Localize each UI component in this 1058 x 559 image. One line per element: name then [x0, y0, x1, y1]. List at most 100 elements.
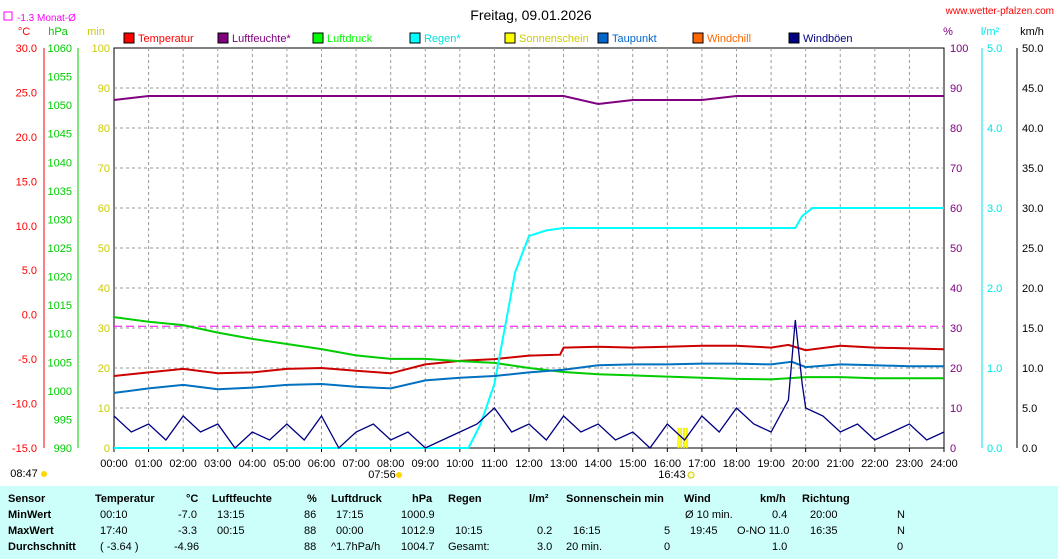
axis-unit-label: hPa: [48, 26, 68, 38]
y-tick-label: 30: [950, 323, 962, 335]
y-tick-label: 1050: [48, 100, 72, 112]
x-tick-label: 23:00: [896, 458, 924, 470]
cell: 00:15: [217, 525, 245, 537]
hdr-wind-unit: km/h: [760, 493, 786, 505]
hdr-humidity: Luftfeuchte: [212, 493, 272, 505]
y-tick-label: 45.0: [1022, 83, 1043, 95]
legend-label: Temperatur: [138, 33, 194, 45]
y-tick-label: 80: [950, 123, 962, 135]
hdr-temperature: Temperatur: [95, 493, 155, 505]
y-tick-label: 40: [98, 283, 110, 295]
y-tick-label: 30.0: [1022, 203, 1043, 215]
row-label: MaxWert: [8, 525, 54, 537]
legend-label: Windchill: [707, 33, 751, 45]
chart-title: Freitag, 09.01.2026: [470, 7, 592, 23]
hdr-pressure: Luftdruck: [331, 493, 382, 505]
y-tick-label: 1030: [48, 214, 72, 226]
x-tick-label: 03:00: [204, 458, 232, 470]
sunset-icon: [687, 471, 695, 479]
sunrise-icon: [396, 472, 402, 478]
x-tick-label: 10:00: [446, 458, 474, 470]
hdr-rain-unit: l/m²: [529, 493, 549, 505]
cell: -7.0: [178, 509, 197, 521]
x-tick-label: 19:00: [757, 458, 785, 470]
legend-label: Regen*: [424, 33, 461, 45]
cell: 5: [664, 525, 671, 537]
sunshine-bar: [683, 427, 685, 449]
x-tick-label: 21:00: [826, 458, 854, 470]
y-tick-label: 995: [54, 414, 72, 426]
y-tick-label: 35.0: [1022, 163, 1043, 175]
y-tick-label: -10.0: [12, 399, 37, 411]
x-tick-label: 18:00: [723, 458, 751, 470]
cell: ^1.7hPa/h: [331, 541, 381, 553]
cell: -4.96: [174, 541, 200, 553]
y-tick-label: 15.0: [1022, 323, 1043, 335]
y-tick-label: 25.0: [1022, 243, 1043, 255]
y-tick-label: 990: [54, 443, 72, 455]
y-tick-label: 1.0: [987, 363, 1002, 375]
legend-label: Sonnenschein: [519, 33, 589, 45]
x-tick-label: 22:00: [861, 458, 889, 470]
x-tick-label: 04:00: [239, 458, 267, 470]
y-tick-label: 25.0: [16, 87, 37, 99]
x-tick-label: 01:00: [135, 458, 163, 470]
legend-swatch: [123, 32, 135, 44]
y-tick-label: 60: [950, 203, 962, 215]
cell: 17:15: [336, 509, 364, 521]
legend-swatch: [217, 32, 229, 44]
cell: 0: [664, 541, 671, 553]
y-tick-label: 1010: [48, 329, 72, 341]
y-tick-label: 30.0: [16, 43, 37, 55]
y-tick-label: 20: [98, 363, 110, 375]
legend-swatch: [504, 32, 516, 44]
cell: 1004.7: [401, 541, 435, 553]
y-tick-label: 5.0: [987, 43, 1002, 55]
y-tick-label: 10: [98, 403, 110, 415]
x-tick-label: 13:00: [550, 458, 578, 470]
y-tick-label: -5.0: [18, 354, 37, 366]
hdr-direction: Richtung: [802, 493, 850, 505]
y-tick-label: 5.0: [22, 265, 37, 277]
y-tick-label: 1020: [48, 272, 72, 284]
x-tick-label: 11:00: [481, 458, 508, 470]
y-tick-label: 1045: [48, 129, 72, 141]
cell: O-NO 11.0: [737, 525, 790, 537]
y-tick-label: 90: [950, 83, 962, 95]
y-tick-label: 70: [950, 163, 962, 175]
hdr-sensor: Sensor: [8, 493, 46, 505]
legend-swatch: [788, 32, 800, 44]
y-tick-label: 80: [98, 123, 110, 135]
cell: 20 min.: [566, 541, 603, 553]
x-tick-label: 16:00: [654, 458, 682, 470]
axis-unit-label: l/m²: [981, 26, 1000, 38]
day-start-label: 08:47: [10, 468, 38, 480]
x-tick-label: 05:00: [273, 458, 301, 470]
axis-unit-label: %: [943, 26, 953, 38]
y-tick-label: 1055: [48, 72, 72, 84]
y-tick-label: 1025: [48, 243, 72, 255]
y-tick-label: 0.0: [987, 443, 1002, 455]
cell: 13:15: [217, 509, 245, 521]
y-tick-label: 20.0: [16, 132, 37, 144]
cell: 16:35: [810, 525, 838, 537]
y-tick-label: 1060: [48, 43, 72, 55]
cell: 1.0: [772, 541, 788, 553]
hdr-rain: Regen: [448, 493, 482, 505]
site-url[interactable]: www.wetter-pfalzen.com: [945, 6, 1054, 17]
x-tick-label: 00:00: [100, 458, 128, 470]
legend-label: Luftdruck: [327, 33, 373, 45]
axis-unit-label: km/h: [1020, 26, 1044, 38]
hdr-temp-unit: °C: [186, 493, 199, 505]
sunset-label: 16:43: [658, 469, 686, 481]
cell: 16:15: [573, 525, 601, 537]
y-tick-label: 50: [950, 243, 962, 255]
cell: 3.0: [537, 541, 553, 553]
y-tick-label: 1035: [48, 186, 72, 198]
y-tick-label: 40: [950, 283, 962, 295]
y-tick-label: 15.0: [16, 176, 37, 188]
cell: 19:45: [690, 525, 718, 537]
hdr-wind: Wind: [684, 493, 711, 505]
cell: ( -3.64 ): [100, 541, 139, 553]
x-tick-label: 09:00: [411, 458, 439, 470]
